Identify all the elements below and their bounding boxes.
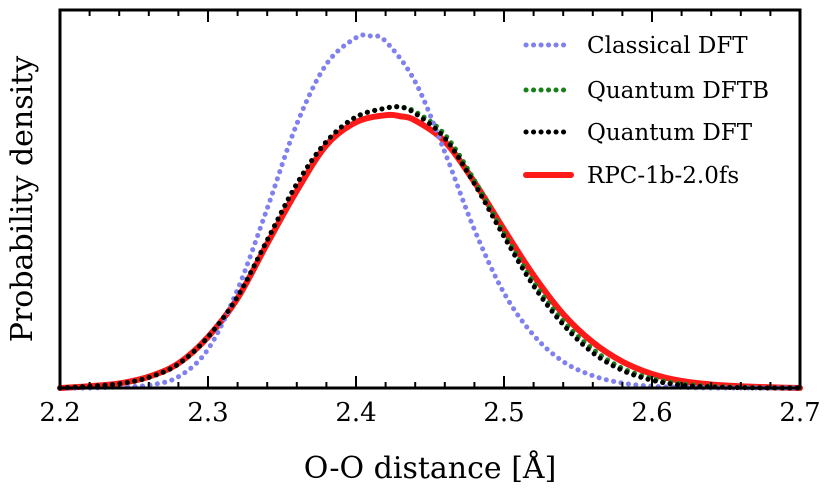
series-line-quantum-dft [57,104,803,391]
x-tick-label: 2.5 [483,398,524,428]
legend-label-classical-dft: Classical DFT [587,33,748,59]
series-line-rpc-1b-2-0fs [57,111,803,391]
legend: Classical DFT Quantum DFTB Quantum DFT RPC-… [523,33,769,189]
axis-ticks-group [59,10,801,388]
x-tick-label: 2.3 [187,398,228,428]
x-tick-label: 2.4 [335,398,376,428]
x-tick-label: 2.6 [631,398,672,428]
x-tick-label: 2.2 [39,398,80,428]
legend-label-quantum-dft: Quantum DFT [587,120,753,146]
legend-label-quantum-dftb: Quantum DFTB [587,78,769,104]
series-line-quantum-dftb [57,104,803,391]
y-axis-label: Probability density [5,56,40,343]
x-axis-label: O-O distance [Å] [304,450,557,486]
x-tick-label: 2.7 [779,398,820,428]
plot-frame [58,8,802,390]
legend-label-rpc-1b-2-0fs: RPC-1b-2.0fs [587,163,739,189]
x-tick-labels-group: 2.2 2.3 2.4 2.5 2.6 2.7 [39,398,820,428]
